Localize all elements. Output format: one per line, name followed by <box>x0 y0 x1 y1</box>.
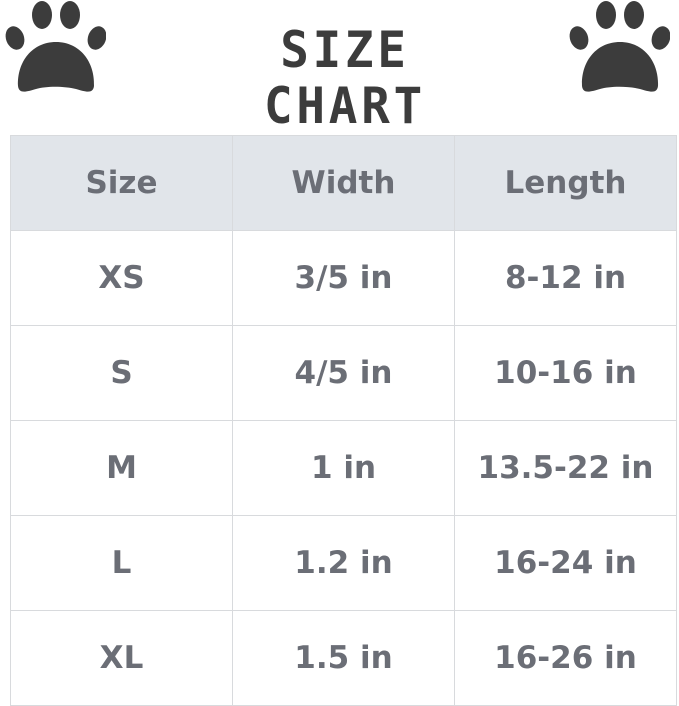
header-width: Width <box>232 135 455 231</box>
cell-width: 1 in <box>232 420 455 516</box>
table-row: L 1.2 in 16-24 in <box>10 515 677 611</box>
cell-width: 3/5 in <box>232 230 455 326</box>
size-table: Size Width Length XS 3/5 in 8-12 in S 4/… <box>10 135 677 706</box>
paw-print-icon <box>569 1 670 92</box>
cell-width: 4/5 in <box>232 325 455 421</box>
cell-length: 10-16 in <box>454 325 677 421</box>
table-row: M 1 in 13.5-22 in <box>10 420 677 516</box>
cell-length: 13.5-22 in <box>454 420 677 516</box>
table-header-row: Size Width Length <box>10 135 677 231</box>
cell-size: S <box>10 325 233 421</box>
cell-size: M <box>10 420 233 516</box>
cell-length: 16-24 in <box>454 515 677 611</box>
cell-size: XL <box>10 610 233 706</box>
cell-size: XS <box>10 230 233 326</box>
header-size: Size <box>10 135 233 231</box>
paw-print-icon <box>5 1 106 92</box>
cell-width: 1.5 in <box>232 610 455 706</box>
header-length: Length <box>454 135 677 231</box>
table-row: XS 3/5 in 8-12 in <box>10 230 677 326</box>
cell-length: 8-12 in <box>454 230 677 326</box>
cell-length: 16-26 in <box>454 610 677 706</box>
cell-width: 1.2 in <box>232 515 455 611</box>
cell-size: L <box>10 515 233 611</box>
table-row: XL 1.5 in 16-26 in <box>10 610 677 706</box>
table-row: S 4/5 in 10-16 in <box>10 325 677 421</box>
page-title: SIZE CHART <box>263 21 426 135</box>
